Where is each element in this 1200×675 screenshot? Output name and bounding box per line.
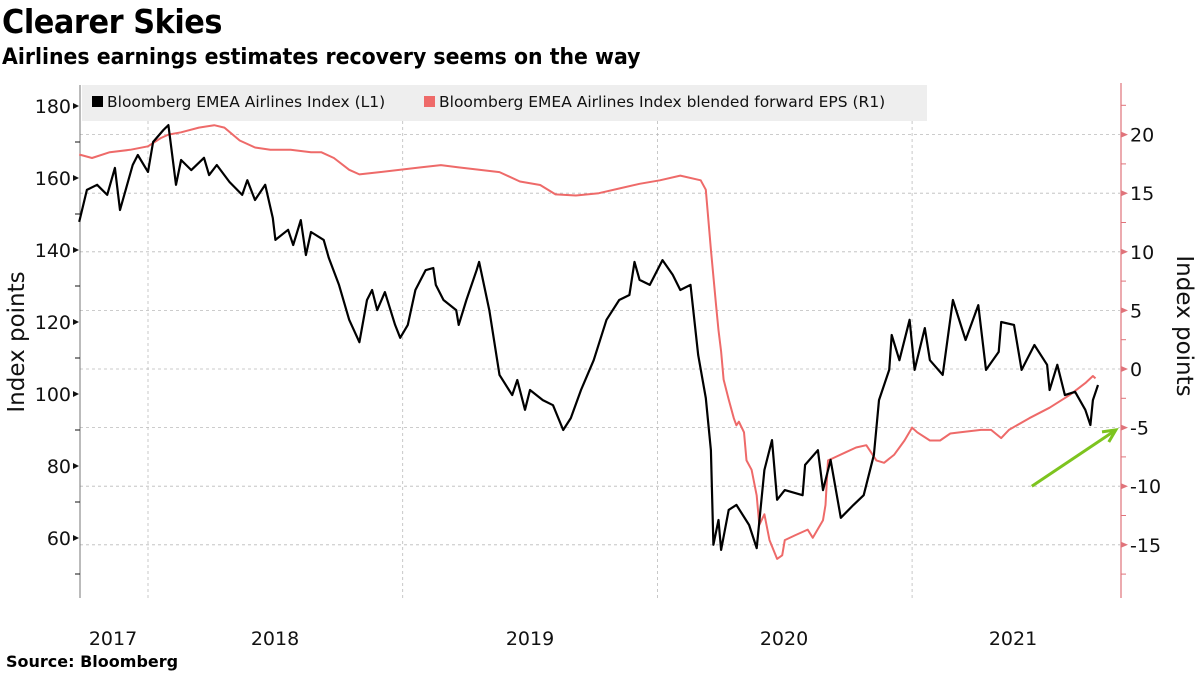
right-axis-tick bbox=[1121, 424, 1128, 431]
left-axis-title: Index points bbox=[4, 271, 30, 412]
x-tick-label: 2017 bbox=[89, 628, 137, 650]
right-axis-tick bbox=[1121, 248, 1128, 255]
left-tick-label: 160 bbox=[35, 168, 71, 190]
right-axis-tick bbox=[1121, 366, 1128, 372]
right-axis-tick bbox=[1121, 307, 1128, 314]
annotations bbox=[1030, 428, 1119, 488]
left-tick-label: 140 bbox=[35, 240, 71, 262]
series-line-forward-eps bbox=[78, 124, 1097, 560]
source-note: Source: Bloomberg bbox=[6, 652, 179, 671]
legend-background bbox=[82, 85, 927, 121]
series-line-airlines-index bbox=[78, 124, 1100, 551]
series-group bbox=[78, 124, 1100, 560]
left-axis-tick bbox=[73, 247, 79, 253]
right-axis: -15 -10 -5 0 5 10 15 20 bbox=[1120, 83, 1161, 598]
x-tick-label: 2020 bbox=[760, 628, 808, 650]
right-tick-label: 20 bbox=[1130, 125, 1154, 147]
right-tick-label: 15 bbox=[1130, 183, 1154, 205]
right-tick-label: 10 bbox=[1130, 242, 1154, 264]
left-axis-tick bbox=[73, 319, 79, 325]
left-axis-tick bbox=[73, 103, 79, 109]
right-axis-tick bbox=[1121, 190, 1128, 197]
left-tick-label: 180 bbox=[35, 96, 71, 118]
grid bbox=[80, 85, 1120, 598]
left-axis-tick bbox=[73, 391, 79, 397]
annotation-arrow-head bbox=[1101, 428, 1119, 443]
annotation-arrow-shaft bbox=[1030, 428, 1117, 488]
left-tick-label: 120 bbox=[35, 312, 71, 334]
right-tick-label: 0 bbox=[1130, 359, 1142, 381]
chart-subtitle: Airlines earnings estimates recovery see… bbox=[2, 45, 641, 70]
x-tick-label: 2018 bbox=[251, 628, 299, 650]
left-tick-label: 100 bbox=[35, 384, 71, 406]
left-tick-label: 60 bbox=[47, 528, 71, 550]
left-axis: 60 80 100 120 140 160 180 bbox=[35, 85, 81, 598]
legend-label-red: Bloomberg EMEA Airlines Index blended fo… bbox=[439, 93, 885, 111]
right-axis-tick bbox=[1121, 483, 1128, 490]
right-axis-tick bbox=[1121, 131, 1128, 138]
right-tick-label: -15 bbox=[1130, 535, 1161, 557]
right-axis-tick bbox=[1121, 541, 1128, 548]
legend-swatch-red bbox=[424, 96, 435, 107]
left-axis-tick bbox=[73, 175, 79, 181]
right-tick-label: 5 bbox=[1130, 300, 1142, 322]
right-axis-title: Index points bbox=[1171, 255, 1197, 396]
left-axis-tick bbox=[73, 535, 79, 541]
right-tick-label: -5 bbox=[1130, 418, 1149, 440]
legend-label-black: Bloomberg EMEA Airlines Index (L1) bbox=[107, 93, 385, 111]
x-axis: 2017 2018 2019 2020 2021 bbox=[89, 628, 1037, 650]
left-tick-label: 80 bbox=[47, 456, 71, 478]
right-tick-label: -10 bbox=[1130, 476, 1161, 498]
chart-title: Clearer Skies bbox=[2, 2, 223, 41]
left-axis-tick bbox=[73, 463, 79, 469]
legend: Bloomberg EMEA Airlines Index (L1) Bloom… bbox=[92, 93, 885, 111]
legend-swatch-black bbox=[92, 96, 103, 107]
x-tick-label: 2021 bbox=[989, 628, 1037, 650]
x-tick-label: 2019 bbox=[506, 628, 554, 650]
